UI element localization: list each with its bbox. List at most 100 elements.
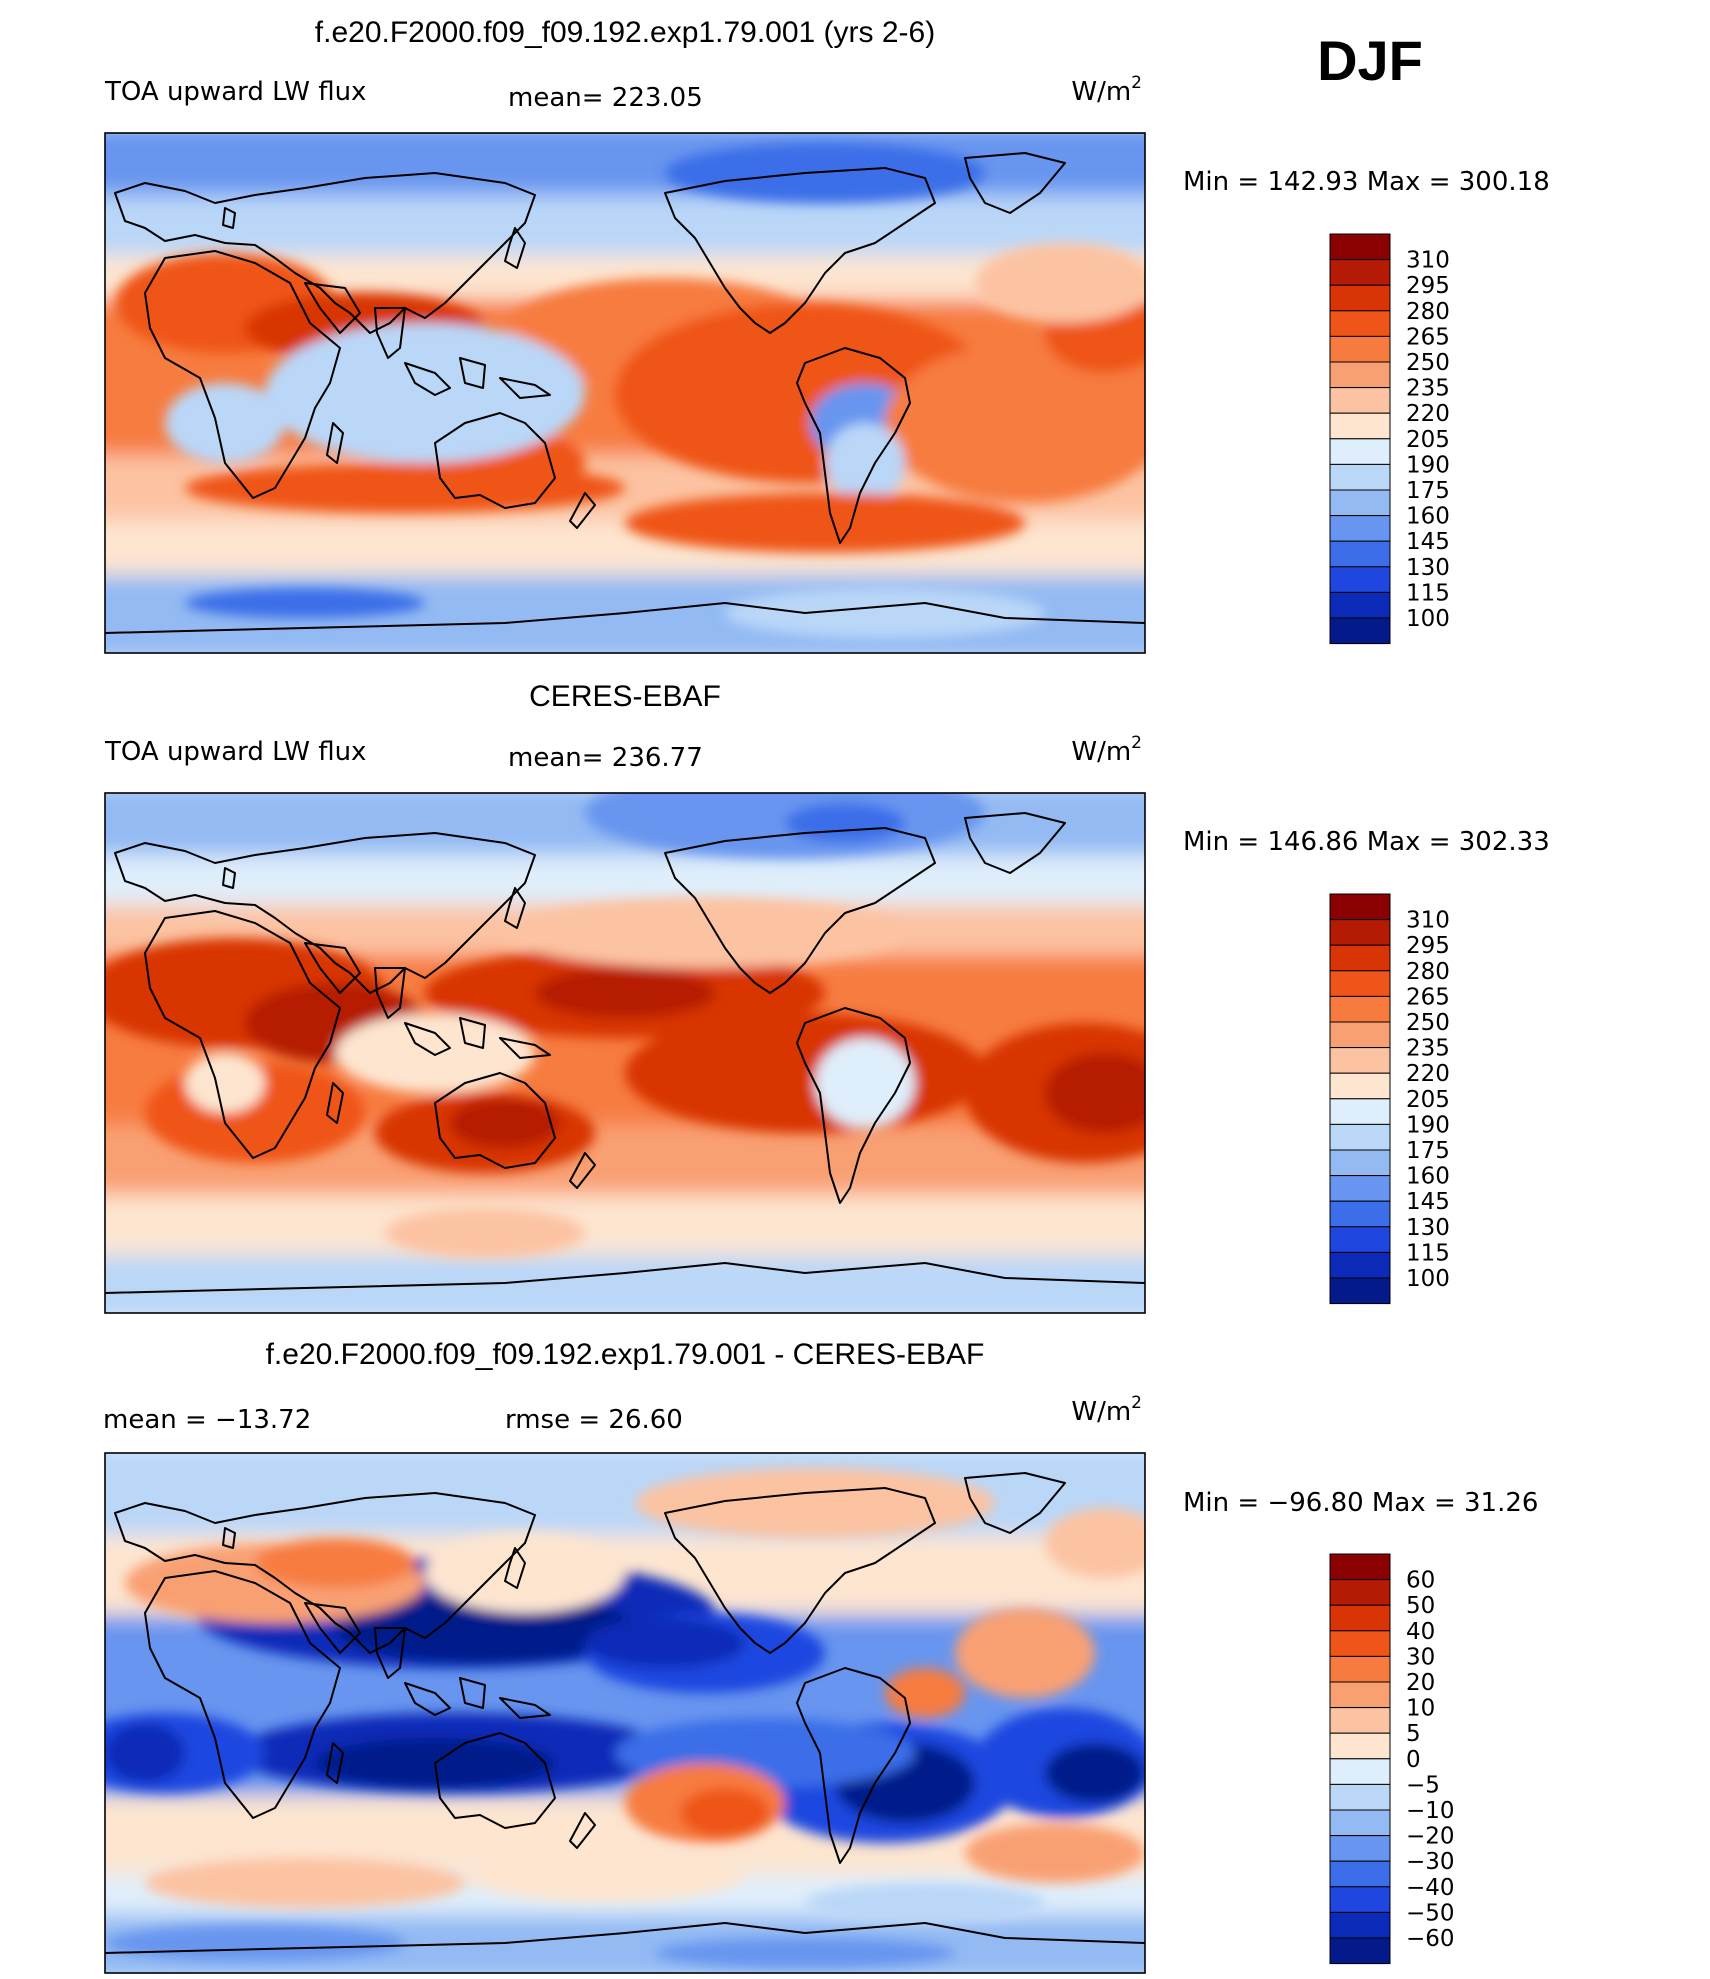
field-blob xyxy=(965,1823,1145,1883)
colorbar-box xyxy=(1329,1175,1391,1202)
colorbar-box xyxy=(1329,1758,1391,1785)
panel-3-left-label: mean = −13.72 xyxy=(103,1405,311,1435)
colorbar-box xyxy=(1329,387,1391,414)
field-blob xyxy=(665,143,985,203)
field-blob xyxy=(185,463,625,513)
colorbar-box xyxy=(1329,1277,1391,1305)
colorbar-box xyxy=(1329,1681,1391,1709)
colorbar-box xyxy=(1329,1783,1391,1811)
colorbar-box xyxy=(1329,944,1391,972)
colorbar-tick-label: 40 xyxy=(1406,1619,1435,1645)
colorbar-tick-label: 0 xyxy=(1406,1747,1421,1773)
field-blob xyxy=(335,1013,535,1093)
panel-2-units-base: W/m xyxy=(1071,737,1131,767)
field-blob xyxy=(450,1098,560,1148)
field-blob xyxy=(1045,1053,1145,1133)
panel-1-units-base: W/m xyxy=(1071,77,1131,107)
colorbar-box xyxy=(1329,893,1391,921)
colorbar-box xyxy=(1329,995,1391,1023)
field-blob xyxy=(425,1533,625,1613)
colorbar-tick-label: −10 xyxy=(1406,1798,1455,1824)
panel-3-title: f.e20.F2000.f09_f09.192.exp1.79.001 - CE… xyxy=(266,1338,985,1371)
colorbar-tick-label: 190 xyxy=(1406,452,1450,478)
colorbar-tick-label: 145 xyxy=(1406,529,1450,555)
panel-2-title: CERES-EBAF xyxy=(529,680,721,713)
colorbar-1: 3102952802652502352202051901751601451301… xyxy=(1329,233,1450,645)
map-frame xyxy=(104,132,1146,654)
colorbar-tick-label: 145 xyxy=(1406,1189,1450,1215)
panel-1-center-label: mean= 223.05 xyxy=(508,83,703,113)
colorbar-tick-label: 250 xyxy=(1406,1010,1450,1036)
colorbar-box xyxy=(1329,233,1391,261)
colorbar-box xyxy=(1329,412,1391,440)
colorbar-tick-label: 295 xyxy=(1406,273,1450,299)
colorbar-box xyxy=(1329,1123,1391,1151)
colorbar-2: 3102952802652502352202051901751601451301… xyxy=(1329,893,1450,1305)
panel-2-left-label: TOA upward LW flux xyxy=(104,737,366,767)
colorbar-tick-label: 250 xyxy=(1406,350,1450,376)
colorbar-tick-label: 235 xyxy=(1406,376,1450,402)
colorbar-tick-label: −5 xyxy=(1406,1772,1440,1798)
colorbar-tick-label: 160 xyxy=(1406,504,1450,530)
field-blob xyxy=(165,383,285,463)
colorbar-box xyxy=(1329,1553,1391,1581)
colorbar-box xyxy=(1329,438,1391,465)
colorbar-box xyxy=(1329,310,1391,337)
panel-1-left-label: TOA upward LW flux xyxy=(104,77,366,107)
panel-2-center-label: mean= 236.77 xyxy=(508,743,703,773)
field-band xyxy=(105,1255,1145,1313)
colorbar-tick-label: 190 xyxy=(1406,1112,1450,1138)
colorbar-box xyxy=(1329,1200,1391,1228)
colorbar-tick-label: 205 xyxy=(1406,1087,1450,1113)
colorbar-box xyxy=(1329,1630,1391,1657)
panel-1-units-exp: 2 xyxy=(1131,73,1142,93)
colorbar-box xyxy=(1329,361,1391,389)
field-blob xyxy=(815,1038,915,1128)
field-blob xyxy=(505,898,905,968)
panel-1-min-max: Min = 142.93 Max = 300.18 xyxy=(1183,167,1550,197)
field-blob xyxy=(185,588,425,618)
colorbar-box xyxy=(1329,540,1391,568)
colorbar-tick-label: −30 xyxy=(1406,1849,1455,1875)
map-frame xyxy=(104,1452,1146,1974)
colorbar-box xyxy=(1329,1707,1391,1734)
colorbar-tick-label: 50 xyxy=(1406,1593,1435,1619)
colorbar-box xyxy=(1329,591,1391,619)
colorbar-tick-label: 130 xyxy=(1406,1215,1450,1241)
colorbar-box xyxy=(1329,919,1391,946)
panel-3-units-exp: 2 xyxy=(1131,1393,1142,1413)
colorbar-tick-label: 30 xyxy=(1406,1644,1435,1670)
colorbar-tick-label: 100 xyxy=(1406,1266,1450,1292)
field-blob xyxy=(805,1883,1045,1923)
map-field xyxy=(105,133,1145,653)
panel-1-units: W/m2 xyxy=(1071,73,1142,107)
field-blob xyxy=(265,323,585,463)
field-blob xyxy=(185,1053,265,1113)
colorbar-box xyxy=(1329,970,1391,997)
colorbar-tick-label: −50 xyxy=(1406,1900,1455,1926)
colorbar-box xyxy=(1329,1809,1391,1837)
colorbar-tick-label: 100 xyxy=(1406,606,1450,632)
colorbar-tick-label: 310 xyxy=(1406,248,1450,274)
colorbar-box xyxy=(1329,1655,1391,1683)
colorbar-box xyxy=(1329,1251,1391,1279)
panel-3-min-max: Min = −96.80 Max = 31.26 xyxy=(1183,1488,1538,1518)
panel-3-units-base: W/m xyxy=(1071,1397,1131,1427)
colorbar-tick-label: 60 xyxy=(1406,1568,1435,1594)
colorbar-box xyxy=(1329,1021,1391,1049)
map-panel-3 xyxy=(104,1452,1146,1974)
colorbar-box xyxy=(1329,1072,1391,1100)
field-blob xyxy=(885,343,1145,503)
field-blob xyxy=(625,493,1025,553)
panel-2-min-max: Min = 146.86 Max = 302.33 xyxy=(1183,827,1550,857)
map-frame xyxy=(104,792,1146,1314)
colorbar-box xyxy=(1329,1732,1391,1760)
colorbar-tick-label: 115 xyxy=(1406,1240,1450,1266)
colorbar-tick-label: 175 xyxy=(1406,478,1450,504)
colorbar-box xyxy=(1329,1098,1391,1125)
panel-3-center-label: rmse = 26.60 xyxy=(505,1405,683,1435)
field-blob xyxy=(885,1668,965,1718)
colorbar-box xyxy=(1329,1911,1391,1939)
colorbar-tick-label: −20 xyxy=(1406,1824,1455,1850)
